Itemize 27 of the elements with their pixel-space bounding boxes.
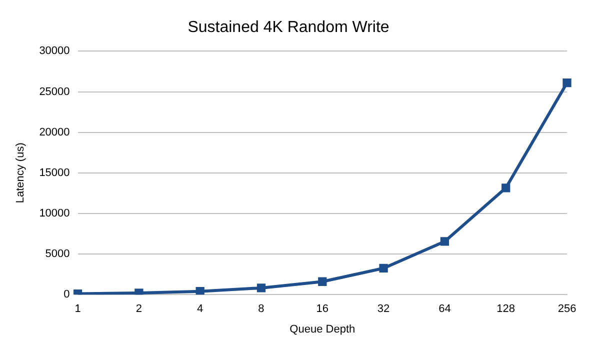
point <box>502 184 510 192</box>
x-tick-label: 64 <box>438 303 451 316</box>
x-tick-label: 256 <box>558 303 576 316</box>
y-tick-label: 25000 <box>39 86 70 98</box>
y-axis-title: Latency (us) <box>14 142 27 204</box>
y-tick-label: 30000 <box>39 45 70 58</box>
x-tick-label: 1 <box>74 303 81 316</box>
x-tick-label: 4 <box>197 303 204 316</box>
y-tick-label: 10000 <box>39 208 70 220</box>
point <box>256 284 266 292</box>
x-axis-title: Queue Depth <box>290 323 356 336</box>
y-tick-label: 20000 <box>39 126 70 138</box>
point <box>318 277 327 286</box>
y-tick-label: 0 <box>64 288 70 301</box>
point <box>562 78 572 88</box>
point <box>196 287 204 295</box>
x-tick-label: 32 <box>377 303 390 316</box>
x-tick-label: 16 <box>316 303 329 316</box>
x-tick-label: 2 <box>136 303 142 316</box>
x-tick-label: 128 <box>496 303 516 316</box>
point <box>134 288 144 295</box>
y-tick-label: 15000 <box>39 166 70 179</box>
x-tick-label: 8 <box>258 303 264 316</box>
point <box>379 264 388 273</box>
y-tick-label: 5000 <box>45 248 70 260</box>
chart-title: Sustained 4K Random Write <box>188 19 390 36</box>
point <box>440 237 450 246</box>
